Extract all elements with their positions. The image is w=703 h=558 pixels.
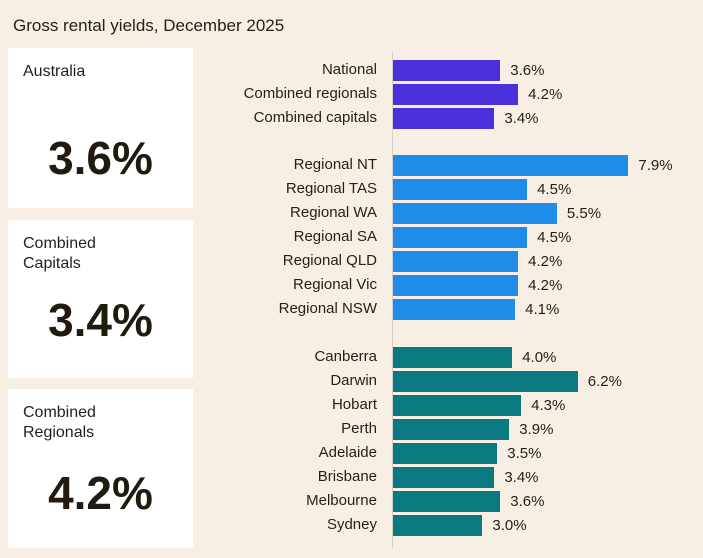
category-label: Perth — [341, 420, 377, 437]
bar — [393, 108, 495, 129]
category-label: Regional WA — [290, 204, 377, 221]
category-label: Combined regionals — [243, 85, 377, 102]
data-label: 7.9% — [638, 157, 673, 174]
card-label: Combined Capitals — [23, 235, 96, 272]
bar — [393, 515, 483, 536]
category-label: National — [321, 61, 377, 78]
bar — [393, 227, 528, 248]
category-label: Melbourne — [306, 492, 377, 509]
category-label: Regional NSW — [278, 300, 377, 317]
bar — [393, 275, 519, 296]
bar — [393, 60, 501, 81]
bar — [393, 371, 578, 392]
category-label: Combined capitals — [253, 109, 377, 126]
bar — [393, 155, 629, 176]
bar — [393, 251, 519, 272]
category-label: Darwin — [330, 372, 377, 389]
data-label: 4.5% — [537, 181, 572, 198]
data-label: 3.9% — [519, 421, 554, 438]
data-label: 3.4% — [504, 469, 539, 486]
card-combined-regionals: Combined Regionals 4.2% — [8, 389, 193, 548]
bar — [393, 395, 522, 416]
bar — [393, 203, 557, 224]
chart-title: Gross rental yields, December 2025 — [13, 16, 285, 35]
category-label: Regional Vic — [293, 276, 377, 293]
card-value: 4.2% — [48, 467, 153, 519]
card-label: Australia — [23, 63, 86, 80]
card-value: 3.4% — [48, 294, 153, 346]
card-value: 3.6% — [48, 132, 153, 184]
data-label: 3.4% — [504, 110, 539, 127]
card-combined-capitals: Combined Capitals 3.4% — [8, 220, 193, 378]
data-label: 4.0% — [522, 349, 557, 366]
data-label: 4.2% — [528, 277, 563, 294]
data-label: 4.2% — [528, 86, 563, 103]
card-australia: Australia 3.6% — [8, 48, 193, 208]
category-label: Brisbane — [317, 468, 377, 485]
bar — [393, 84, 519, 105]
bar — [393, 299, 516, 320]
category-label: Regional TAS — [285, 180, 377, 197]
category-label: Sydney — [326, 516, 377, 533]
data-label: 4.3% — [531, 397, 566, 414]
category-label: Regional QLD — [282, 252, 377, 269]
data-label: 5.5% — [566, 205, 602, 222]
data-label: 4.5% — [537, 229, 572, 246]
bar — [393, 419, 510, 440]
card-label: Combined Regionals — [23, 404, 96, 441]
category-label: Regional NT — [293, 156, 377, 173]
category-label: Adelaide — [318, 444, 377, 461]
data-label: 4.1% — [525, 301, 560, 318]
bar — [393, 467, 495, 488]
data-label: 3.0% — [492, 517, 527, 534]
category-label: Canberra — [314, 348, 377, 365]
bar — [393, 491, 501, 512]
bar — [393, 347, 513, 368]
data-label: 3.6% — [510, 493, 545, 510]
axis-line — [392, 52, 393, 548]
data-label: 4.2% — [528, 253, 563, 270]
bar — [393, 443, 498, 464]
category-label: Hobart — [331, 396, 377, 413]
bar — [393, 179, 528, 200]
category-label: Regional SA — [293, 228, 377, 245]
data-label: 6.2% — [587, 373, 622, 390]
data-label: 3.5% — [507, 445, 542, 462]
data-label: 3.6% — [510, 62, 545, 79]
